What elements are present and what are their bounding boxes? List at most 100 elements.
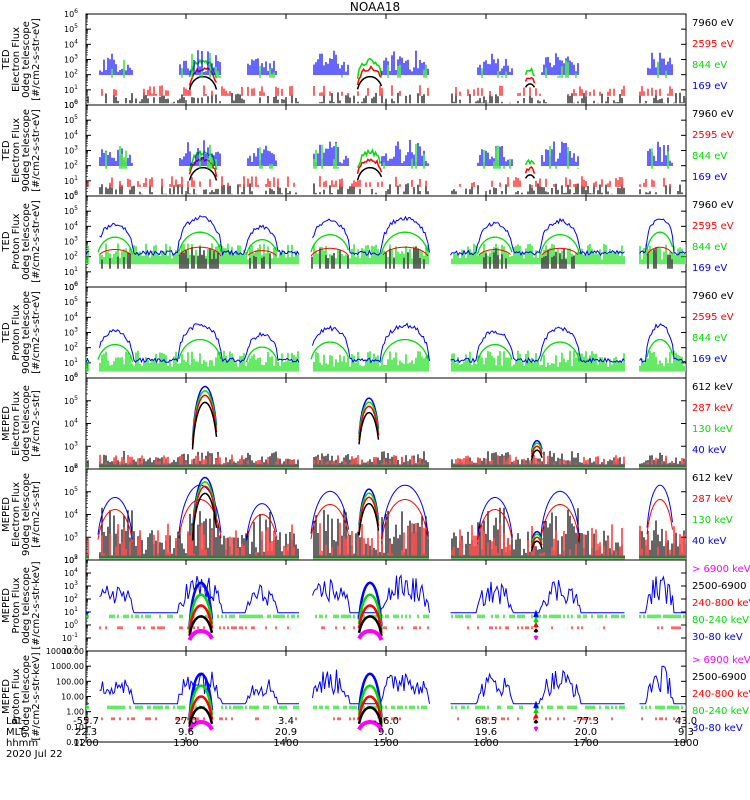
- x-tick-label: 9.6: [178, 727, 194, 738]
- y-axis-title: MEPEDElectron Flux0deg telescope[#/cm2-s…: [1, 385, 42, 462]
- y-tick-label: 102: [64, 69, 78, 80]
- y-tick-exponent: 0: [74, 99, 78, 106]
- series-287kev: [87, 522, 686, 556]
- legend-entry: 287 keV: [692, 494, 733, 505]
- series-2595ev: [101, 85, 686, 96]
- legend-entry: 2595 eV: [692, 312, 734, 323]
- legend-entry: 169 eV: [692, 263, 727, 274]
- y-tick-exponent: 4: [74, 129, 78, 136]
- y-axis-title-line: [#/cm2-s-str-keV]: [31, 652, 42, 740]
- y-tick-label: 104: [64, 311, 78, 322]
- y-tick-label: 106: [64, 8, 78, 19]
- series-group: [86, 139, 683, 195]
- y-tick-label: 105: [64, 205, 78, 216]
- y-tick-label: 100: [64, 190, 78, 201]
- series-287kev-hump2: [191, 485, 543, 549]
- x-axis-row-label: MLT: [6, 727, 26, 738]
- series-612kev-hump: [191, 401, 543, 461]
- legend-entry: 169 eV: [692, 354, 727, 365]
- y-tick-exponent: 2: [74, 463, 78, 470]
- legend-entry: 287 keV: [692, 403, 733, 414]
- legend-entry: 169 eV: [692, 172, 727, 183]
- y-axis-title-line: MEPED: [1, 406, 12, 441]
- y-tick-exponent: 0: [74, 372, 78, 379]
- y-tick-label: 104: [64, 129, 78, 140]
- y-tick-exponent: 4: [74, 311, 78, 318]
- panel-6: 102 103 104 105 106 MEPEDElectron Flux90deg t…: [1, 463, 733, 565]
- series-844ev: [111, 52, 667, 78]
- y-tick-label: 100: [64, 372, 78, 383]
- y-axis-title-line: Electron Flux: [11, 391, 22, 456]
- y-axis-title-line: [#/cm2-s-str-eV]: [31, 200, 42, 283]
- y-tick-exponent: -1: [72, 632, 78, 639]
- x-tick-label: 20.0: [575, 727, 597, 738]
- series-2595ev: [99, 246, 673, 257]
- y-axis-title: MEPEDProton Flux90deg telescope[#/cm2-s-…: [1, 652, 42, 740]
- series-30-80kev-hump: [188, 672, 539, 718]
- series-7960ev: [87, 92, 686, 104]
- y-tick-label: 100: [64, 281, 78, 292]
- x-tick-label: 1700: [573, 738, 598, 749]
- series-7960ev-hump: [188, 166, 536, 181]
- x-tick-label: 9.0: [378, 727, 394, 738]
- y-axis-title-line: 0deg telescope: [21, 385, 32, 462]
- legend-entry: 7960 eV: [692, 291, 734, 302]
- panel-8: 0.01 0.10 1.00 10.00 100.00 1000.00 10000.00 ME…: [1, 647, 750, 747]
- series-30-80kev-hump: [188, 581, 539, 627]
- y-tick-label: 102: [64, 342, 78, 353]
- y-tick-label: 0.10: [66, 723, 84, 732]
- y-tick-exponent: 1: [74, 84, 78, 91]
- legend-entry: 844 eV: [692, 151, 727, 162]
- legend-entry: 612 keV: [692, 473, 733, 484]
- series-group: [86, 665, 686, 732]
- y-tick-label: 104: [64, 38, 78, 49]
- y-axis-title-line: Electron Flux: [11, 482, 22, 547]
- y-axis-title-line: MEPED: [1, 679, 12, 714]
- y-tick-label: 10-2: [62, 645, 78, 656]
- y-tick-exponent: 5: [74, 23, 78, 30]
- y-tick-label: 104: [64, 418, 78, 429]
- y-axis-title-line: TED: [1, 140, 12, 161]
- y-axis-title-line: 90deg telescope: [21, 109, 32, 192]
- y-tick-exponent: 6: [74, 190, 78, 197]
- x-axis-row-label: Lat: [6, 716, 22, 727]
- series-7960ev: [101, 246, 673, 269]
- y-axis-title-line: Proton Flux: [11, 668, 22, 724]
- y-tick-label: 103: [64, 236, 78, 247]
- y-axis-title-line: Proton Flux: [11, 577, 22, 633]
- y-tick-exponent: 6: [74, 281, 78, 288]
- legend-entry: 130 keV: [692, 515, 733, 526]
- legend-entry: 40 keV: [692, 536, 726, 547]
- x-tick-label: 1200: [73, 738, 98, 749]
- x-tick-label: 1800: [673, 738, 698, 749]
- y-tick-label: 101: [64, 266, 78, 277]
- legend-entry: 7960 eV: [692, 18, 734, 29]
- legend-entry: 2595 eV: [692, 221, 734, 232]
- series-844ev-hump: [188, 147, 536, 172]
- y-tick-exponent: 2: [74, 160, 78, 167]
- y-axis-title-line: [#/cm2-s-str]: [31, 481, 42, 548]
- x-tick-label: 9.3: [678, 727, 694, 738]
- series-169ev: [99, 139, 673, 166]
- y-tick-exponent: 5: [74, 114, 78, 121]
- y-tick-label: 103: [64, 54, 78, 65]
- series-2500-6900kev: [188, 706, 539, 728]
- y-axis-title-line: TED: [1, 49, 12, 70]
- legend-entry: 130 keV: [692, 424, 733, 435]
- y-tick-label: 10-1: [62, 632, 78, 643]
- y-tick-exponent: 5: [74, 296, 78, 303]
- y-tick-label: 103: [64, 531, 78, 542]
- legend-entry: 80-240 keV: [692, 706, 749, 717]
- y-axis-title: MEPEDElectron Flux90deg telescope[#/cm2-…: [1, 473, 42, 556]
- series-group: [86, 322, 686, 372]
- y-tick-exponent: 3: [74, 54, 78, 61]
- y-axis-title-line: [#/cm2-s-str-eV]: [31, 291, 42, 374]
- y-tick-exponent: 3: [74, 580, 78, 587]
- y-tick-label: 104: [64, 567, 78, 578]
- series-844ev-hump: [97, 338, 674, 363]
- y-tick-label: 0.01: [66, 738, 84, 747]
- y-tick-label: 106: [64, 99, 78, 110]
- y-tick-exponent: 6: [74, 372, 78, 379]
- chart-title: NOAA18: [349, 0, 401, 14]
